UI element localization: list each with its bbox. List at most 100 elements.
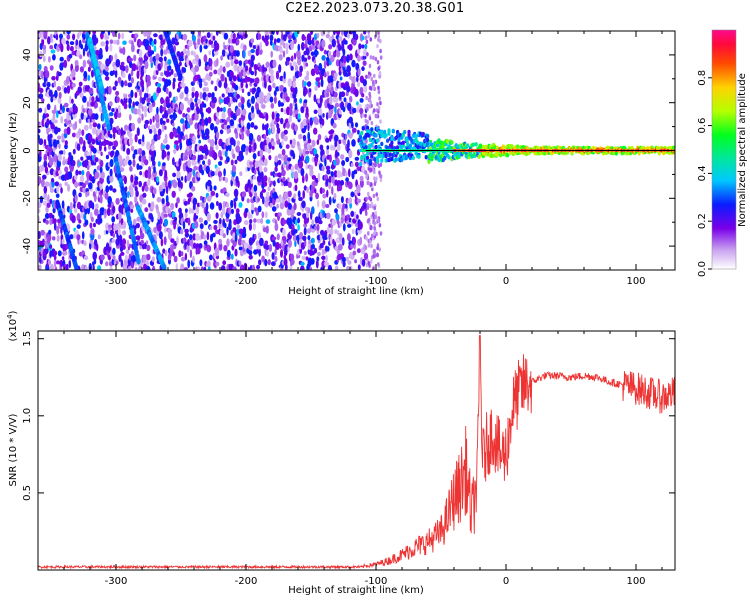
heatmap-cell xyxy=(92,31,97,35)
heatmap-cell xyxy=(261,211,265,219)
heatmap-cell xyxy=(122,244,126,250)
heatmap-cell xyxy=(182,135,186,141)
heatmap-cell xyxy=(274,166,278,172)
heatmap-cell xyxy=(122,46,126,56)
heatmap-cell xyxy=(397,140,401,145)
heatmap-cell xyxy=(195,233,200,242)
heatmap-cell xyxy=(316,256,320,262)
heatmap-cell xyxy=(126,239,130,248)
heatmap-cell xyxy=(477,154,481,159)
heatmap-cell xyxy=(82,182,86,189)
heatmap-cell xyxy=(250,111,255,120)
heatmap-cell xyxy=(81,264,85,270)
heatmap-cell xyxy=(330,107,334,116)
heatmap-cell xyxy=(38,63,42,71)
heatmap-cell xyxy=(276,31,279,35)
heatmap-cell xyxy=(368,195,371,201)
heatmap-cell xyxy=(317,251,321,257)
heatmap-cell xyxy=(53,258,57,268)
heatmap-cell xyxy=(354,122,359,128)
heatmap-cell xyxy=(96,243,99,252)
heatmap-cell xyxy=(42,174,47,180)
heatmap-cell xyxy=(364,35,368,41)
heatmap-cell xyxy=(66,107,70,113)
heatmap-cell xyxy=(252,45,257,49)
heatmap-cell xyxy=(364,43,368,50)
heatmap-cell xyxy=(243,262,248,270)
heatmap-cell xyxy=(191,86,195,93)
heatmap-cell xyxy=(203,234,207,240)
heatmap-cell xyxy=(132,159,136,167)
heatmap-cell xyxy=(264,211,268,219)
heatmap-cell xyxy=(188,118,194,126)
heatmap-cell xyxy=(426,137,430,143)
heatmap-cell xyxy=(269,96,274,103)
heatmap-cell xyxy=(356,214,359,220)
heatmap-cell xyxy=(377,218,380,223)
heatmap-cell xyxy=(614,151,619,156)
heatmap-cell xyxy=(270,180,274,185)
heatmap-cell xyxy=(314,117,319,126)
heatmap-cell xyxy=(184,228,189,234)
heatmap-cell xyxy=(287,34,293,40)
heatmap-cell xyxy=(229,45,235,53)
heatmap-cell xyxy=(275,132,279,141)
heatmap-cell xyxy=(330,175,335,184)
heatmap-cell xyxy=(307,235,311,241)
heatmap-cell xyxy=(178,158,182,167)
heatmap-cell xyxy=(328,96,333,105)
heatmap-cell xyxy=(196,98,202,105)
heatmap-cell xyxy=(43,153,48,162)
heatmap-cell xyxy=(356,198,361,204)
heatmap-cell xyxy=(297,224,300,231)
heatmap-cell xyxy=(272,239,276,247)
heatmap-cell xyxy=(111,108,115,113)
heatmap-cell xyxy=(376,102,379,107)
heatmap-cell xyxy=(371,165,375,170)
heatmap-cell xyxy=(380,141,384,147)
heatmap-cell xyxy=(299,148,302,157)
heatmap-cell xyxy=(194,220,199,229)
heatmap-cell xyxy=(364,210,368,216)
heatmap-cell xyxy=(266,191,270,198)
heatmap-cell xyxy=(290,55,294,62)
heatmap-cell xyxy=(365,95,369,101)
heatmap-cell xyxy=(100,63,105,71)
heatmap-cell xyxy=(447,155,451,160)
heatmap-cell xyxy=(188,207,192,214)
heatmap-cell xyxy=(163,213,168,218)
heatmap-cell xyxy=(153,133,159,142)
heatmap-cell xyxy=(267,259,271,266)
heatmap-cell xyxy=(368,91,372,97)
colorbar-frame xyxy=(711,29,737,270)
heatmap-cell xyxy=(270,102,275,109)
heatmap-cell xyxy=(257,232,261,240)
y-tick-label: 20 xyxy=(22,96,33,109)
heatmap-cell xyxy=(318,62,323,72)
heatmap-cell xyxy=(191,186,196,192)
heatmap-cell xyxy=(371,80,375,85)
heatmap-cell xyxy=(64,166,69,173)
heatmap-cell xyxy=(201,111,204,119)
heatmap-cell xyxy=(359,236,363,246)
heatmap-cell xyxy=(66,126,71,135)
heatmap-cell xyxy=(184,211,188,219)
heatmap-cell xyxy=(156,106,159,115)
heatmap-cell xyxy=(38,138,44,146)
heatmap-cell xyxy=(91,138,96,145)
heatmap-cell xyxy=(194,64,200,72)
heatmap-cell xyxy=(47,259,52,265)
heatmap-cell xyxy=(426,133,430,139)
heatmap-cell xyxy=(62,250,68,256)
heatmap-cell xyxy=(248,132,254,142)
heatmap-cell xyxy=(337,45,342,51)
heatmap-cell xyxy=(280,48,283,54)
heatmap-cell xyxy=(256,264,260,270)
heatmap-cell xyxy=(339,240,342,245)
heatmap-cell xyxy=(222,201,227,208)
heatmap-cell xyxy=(38,231,41,239)
heatmap-cell xyxy=(87,74,91,81)
heatmap-cell xyxy=(214,85,218,92)
heatmap-cell xyxy=(350,191,355,198)
